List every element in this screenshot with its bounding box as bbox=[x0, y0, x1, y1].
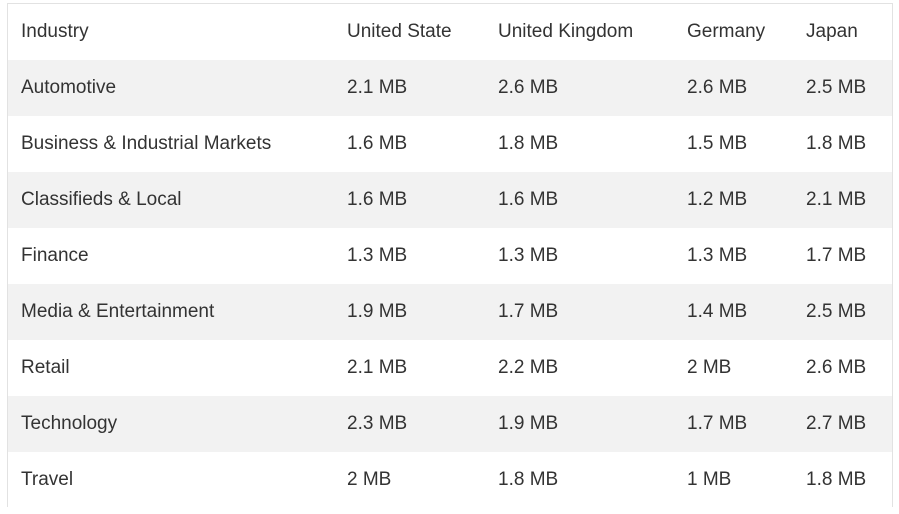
column-header-germany: Germany bbox=[687, 21, 766, 42]
table-row: Travel 2 MB 1.8 MB 1 MB 1.8 MB bbox=[8, 452, 892, 508]
table-row: Finance 1.3 MB 1.3 MB 1.3 MB 1.7 MB bbox=[8, 228, 892, 284]
value-cell: 2.6 MB bbox=[806, 357, 867, 378]
column-header-united-state: United State bbox=[347, 21, 452, 42]
value-cell: 1.2 MB bbox=[687, 189, 748, 210]
data-table-container: Industry United State United Kingdom Ger… bbox=[7, 3, 893, 508]
industry-cell: Automotive bbox=[21, 77, 117, 98]
table-header: Industry United State United Kingdom Ger… bbox=[8, 4, 892, 60]
column-header-japan: Japan bbox=[806, 21, 858, 42]
industry-cell: Media & Entertainment bbox=[21, 301, 215, 322]
value-cell: 2.5 MB bbox=[806, 77, 867, 98]
value-cell: 2.5 MB bbox=[806, 301, 867, 322]
column-header-united-kingdom: United Kingdom bbox=[498, 21, 634, 42]
value-cell: 1.7 MB bbox=[498, 301, 559, 322]
table-row: Business & Industrial Markets 1.6 MB 1.8… bbox=[8, 116, 892, 172]
value-cell: 1.8 MB bbox=[498, 469, 559, 490]
value-cell: 1.6 MB bbox=[347, 189, 408, 210]
value-cell: 1.9 MB bbox=[347, 301, 408, 322]
value-cell: 2.1 MB bbox=[347, 77, 408, 98]
value-cell: 1.5 MB bbox=[687, 133, 748, 154]
value-cell: 1.3 MB bbox=[687, 245, 748, 266]
industry-cell: Business & Industrial Markets bbox=[21, 133, 272, 154]
industry-cell: Travel bbox=[21, 469, 74, 490]
value-cell: 2.6 MB bbox=[498, 77, 559, 98]
value-cell: 1.7 MB bbox=[806, 245, 867, 266]
value-cell: 1.9 MB bbox=[498, 413, 559, 434]
value-cell: 2.7 MB bbox=[806, 413, 867, 434]
value-cell: 1.7 MB bbox=[687, 413, 748, 434]
table-row: Automotive 2.1 MB 2.6 MB 2.6 MB 2.5 MB bbox=[8, 60, 892, 116]
industry-page-size-table: Industry United State United Kingdom Ger… bbox=[8, 4, 892, 508]
value-cell: 2.1 MB bbox=[806, 189, 867, 210]
value-cell: 2.6 MB bbox=[687, 77, 748, 98]
industry-cell: Classifieds & Local bbox=[21, 189, 182, 210]
value-cell: 2.2 MB bbox=[498, 357, 559, 378]
table-body: Automotive 2.1 MB 2.6 MB 2.6 MB 2.5 MB B… bbox=[8, 60, 892, 508]
industry-cell: Retail bbox=[21, 357, 70, 378]
value-cell: 2.1 MB bbox=[347, 357, 408, 378]
value-cell: 1.6 MB bbox=[347, 133, 408, 154]
table-row: Media & Entertainment 1.9 MB 1.7 MB 1.4 … bbox=[8, 284, 892, 340]
value-cell: 1.8 MB bbox=[806, 133, 867, 154]
value-cell: 1 MB bbox=[687, 469, 732, 490]
table-row: Technology 2.3 MB 1.9 MB 1.7 MB 2.7 MB bbox=[8, 396, 892, 452]
value-cell: 2 MB bbox=[687, 357, 732, 378]
table-row: Retail 2.1 MB 2.2 MB 2 MB 2.6 MB bbox=[8, 340, 892, 396]
value-cell: 1.3 MB bbox=[498, 245, 559, 266]
value-cell: 1.3 MB bbox=[347, 245, 408, 266]
value-cell: 1.6 MB bbox=[498, 189, 559, 210]
table-row: Classifieds & Local 1.6 MB 1.6 MB 1.2 MB… bbox=[8, 172, 892, 228]
value-cell: 1.4 MB bbox=[687, 301, 748, 322]
column-header-industry: Industry bbox=[21, 21, 89, 42]
value-cell: 2.3 MB bbox=[347, 413, 408, 434]
value-cell: 1.8 MB bbox=[806, 469, 867, 490]
value-cell: 2 MB bbox=[347, 469, 392, 490]
header-row: Industry United State United Kingdom Ger… bbox=[8, 4, 892, 60]
value-cell: 1.8 MB bbox=[498, 133, 559, 154]
industry-cell: Finance bbox=[21, 245, 89, 266]
industry-cell: Technology bbox=[21, 413, 118, 434]
